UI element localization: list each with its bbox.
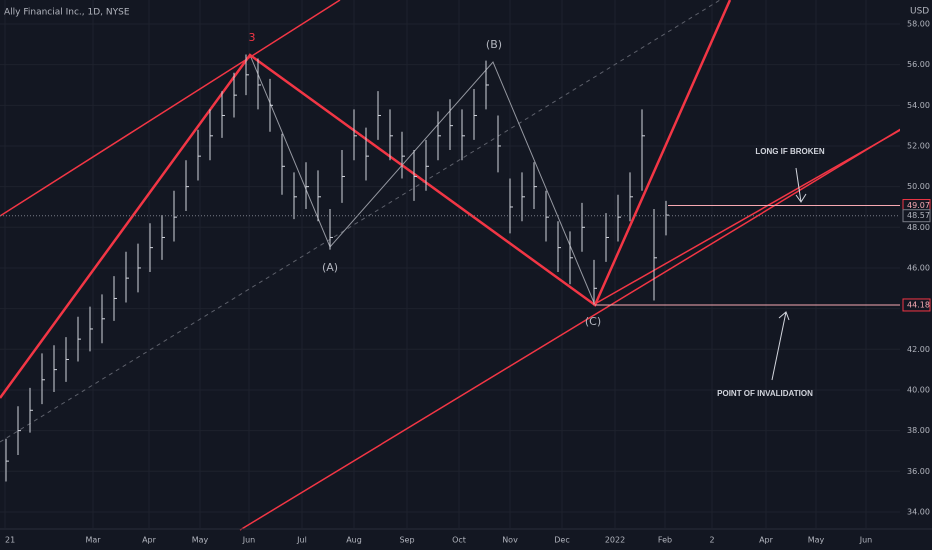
wave-label: (B): [486, 38, 502, 51]
arrow-up: [771, 311, 790, 381]
y-tick-label: 48.00: [907, 223, 930, 232]
x-tick-label: Feb: [658, 536, 672, 545]
y-tick-label: 58.00: [907, 19, 930, 28]
x-tick-label: 2: [709, 536, 714, 545]
x-tick-label: Apr: [142, 536, 157, 545]
price-tag: [902, 298, 931, 312]
x-tick-label: Apr: [759, 536, 774, 545]
y-tick-label: 54.00: [907, 101, 930, 110]
y-tick-label: 56.00: [907, 60, 930, 69]
x-tick-label: Nov: [502, 536, 518, 545]
x-tick-label: Oct: [452, 536, 466, 545]
overlay: [0, 205, 900, 306]
currency: USD: [910, 7, 929, 17]
price-tag-label: 48.57: [907, 211, 930, 220]
channel-lower: [239, 109, 932, 531]
impulse-lines: [0, 0, 732, 399]
arrow-down: [795, 167, 807, 203]
y-tick-label: 50.00: [907, 182, 930, 191]
x-tick-label: Dec: [554, 536, 569, 545]
price-tag: [902, 209, 931, 223]
x-tick-label: Sep: [399, 536, 414, 545]
x-tick-label: Jun: [859, 536, 873, 545]
y-tick-label: 46.00: [907, 263, 930, 272]
x-tick-label: Aug: [346, 536, 362, 545]
y-tick-label: 38.00: [907, 426, 930, 435]
channel-midline: [0, 0, 721, 443]
grid: [0, 0, 900, 528]
wave-label: (C): [585, 315, 601, 328]
x-tick-label: May: [808, 536, 825, 545]
x-tick-label: Mar: [85, 536, 101, 545]
y-tick-label: 36.00: [907, 467, 930, 476]
wave-label: (A): [322, 261, 338, 274]
y-tick-label: 40.00: [907, 385, 930, 394]
price-tag-label: 49.07: [907, 201, 930, 210]
price-bars: [5, 54, 669, 482]
annotation: POINT OF INVALIDATION: [717, 389, 813, 398]
drawings: [0, 0, 932, 531]
wave-label: 3: [249, 31, 256, 44]
x-tick-label: Jun: [242, 536, 256, 545]
price-axis-bg: [900, 0, 932, 550]
y-tick-label: 34.00: [907, 507, 930, 516]
x-tick-label: 2022: [605, 536, 625, 545]
price-tag-label: 44.18: [907, 300, 930, 309]
x-tick-label: May: [192, 536, 209, 545]
x-tick-label: Jul: [296, 536, 307, 545]
trendline: [592, 111, 932, 306]
chart-title: Ally Financial Inc., 1D, NYSE: [4, 8, 130, 18]
x-tick-label: 21: [5, 536, 15, 545]
y-tick-label: 42.00: [907, 345, 930, 354]
annotation: LONG IF BROKEN: [755, 147, 825, 156]
abc-wave: [249, 54, 596, 306]
y-tick-label: 52.00: [907, 141, 930, 150]
channel-upper: [0, 0, 341, 217]
